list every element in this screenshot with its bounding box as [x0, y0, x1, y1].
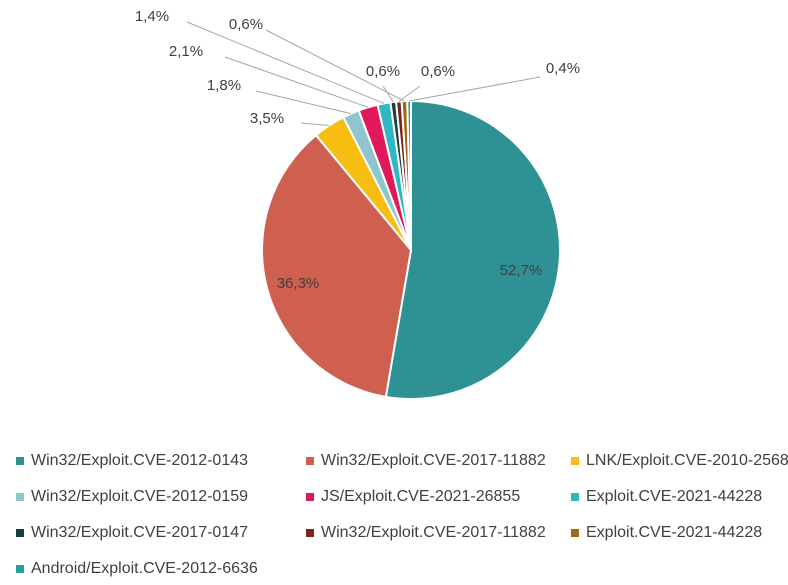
leader-line [186, 21, 385, 104]
pie-slice [261, 133, 413, 399]
pie-chart: 52,7% 36,3% 3,5% 1,8%2,1% 1,4% 0,6% 0,6% 0,6% 0,… [135, 8, 580, 400]
legend-item: Exploit.CVE-2021-44228 [571, 524, 762, 542]
leader-line [409, 76, 541, 102]
legend-item: Win32/Exploit.CVE-2017-11882 [306, 452, 546, 470]
leader-line [265, 29, 405, 102]
legend-swatch [571, 457, 579, 465]
data-label: 1,8% [207, 77, 241, 94]
legend-label: LNK/Exploit.CVE-2010-2568 [586, 452, 788, 469]
legend-swatch [16, 565, 24, 573]
legend-item: Win32/Exploit.CVE-2017-0147 [16, 524, 248, 542]
legend-label: Exploit.CVE-2021-44228 [586, 524, 763, 541]
legend-swatch [306, 493, 314, 501]
legend-item: Win32/Exploit.CVE-2012-0143 [16, 452, 248, 470]
data-label: 36,3% [277, 275, 320, 292]
legend-label: Win32/Exploit.CVE-2012-0143 [31, 452, 249, 469]
data-label: 52,7% [500, 262, 543, 279]
leader-line [255, 90, 352, 115]
legend-label: Android/Exploit.CVE-2012-6636 [31, 560, 258, 577]
data-label: 2,1% [169, 43, 203, 60]
leader-line [300, 122, 330, 126]
legend-item: Win32/Exploit.CVE-2017-11882 [306, 524, 546, 542]
legend-swatch [16, 457, 24, 465]
legend-item: JS/Exploit.CVE-2021-26855 [306, 488, 520, 506]
legend-label: Exploit.CVE-2021-44228 [586, 488, 763, 505]
legend-label: Win32/Exploit.CVE-2012-0159 [31, 488, 249, 505]
data-label: 0,6% [421, 63, 455, 80]
data-label: 3,5% [250, 110, 284, 127]
legend-swatch [306, 529, 314, 537]
legend-label: Win32/Exploit.CVE-2017-11882 [321, 524, 546, 541]
legend-item: Android/Exploit.CVE-2012-6636 [16, 560, 258, 578]
data-label: 0,6% [366, 63, 400, 80]
legend-label: Win32/Exploit.CVE-2017-11882 [321, 452, 546, 469]
legend-swatch [571, 493, 579, 501]
legend-swatch [16, 493, 24, 501]
legend-item: LNK/Exploit.CVE-2010-2568 [571, 452, 788, 470]
legend-label: Win32/Exploit.CVE-2017-0147 [31, 524, 249, 541]
pie-slice [384, 99, 561, 400]
legend-swatch [16, 529, 24, 537]
leader-line [398, 85, 421, 102]
legend-item: Win32/Exploit.CVE-2012-0159 [16, 488, 248, 506]
data-label: 0,4% [546, 60, 580, 77]
data-label: 1,4% [135, 8, 169, 25]
leader-line [224, 56, 369, 108]
leader-line [382, 85, 394, 103]
legend-item: Exploit.CVE-2021-44228 [571, 488, 762, 506]
data-label: 0,6% [229, 16, 263, 33]
legend-label: JS/Exploit.CVE-2021-26855 [321, 488, 521, 505]
legend-swatch [571, 529, 579, 537]
legend-swatch [306, 457, 314, 465]
